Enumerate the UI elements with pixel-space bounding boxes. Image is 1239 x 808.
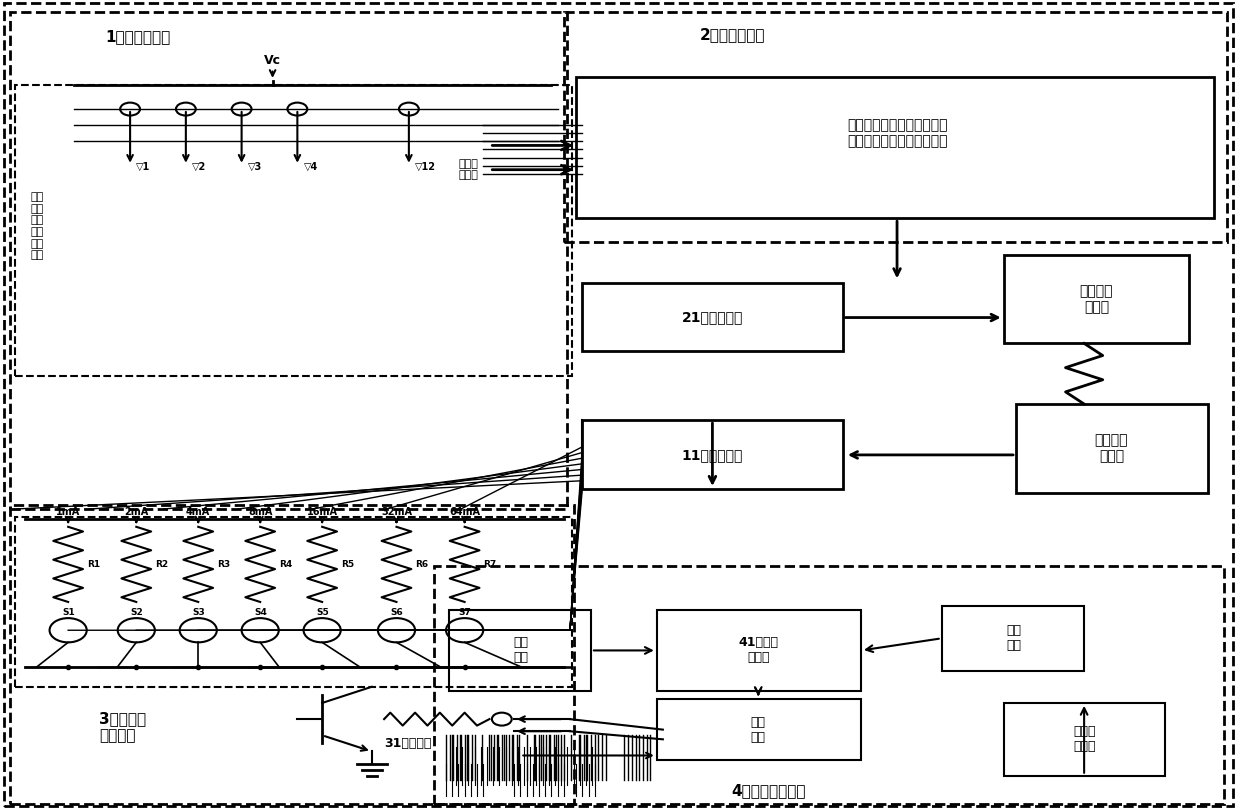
Text: 调制
信号: 调制 信号 bbox=[751, 716, 766, 743]
Text: S5: S5 bbox=[316, 608, 328, 617]
Bar bbox=[576, 77, 1214, 218]
Text: 1mA: 1mA bbox=[56, 507, 81, 517]
Text: 3电流权值
设定模块: 3电流权值 设定模块 bbox=[99, 711, 146, 743]
Text: S1: S1 bbox=[62, 608, 74, 617]
Text: S2: S2 bbox=[130, 608, 142, 617]
Bar bbox=[582, 283, 843, 351]
Text: Vc: Vc bbox=[264, 54, 281, 67]
Bar bbox=[657, 610, 861, 691]
Text: 2mA: 2mA bbox=[124, 507, 149, 517]
Text: 1红外发射模块: 1红外发射模块 bbox=[105, 29, 171, 44]
Text: 无线电接
收模块: 无线电接 收模块 bbox=[1094, 433, 1129, 464]
Text: R1: R1 bbox=[87, 560, 100, 569]
Text: R3: R3 bbox=[217, 560, 230, 569]
Text: S3: S3 bbox=[192, 608, 204, 617]
Bar bbox=[582, 420, 843, 489]
Text: ▽4: ▽4 bbox=[304, 162, 318, 171]
Text: 红外发
射管组: 红外发 射管组 bbox=[458, 159, 478, 180]
Text: 2红外接收模块: 2红外接收模块 bbox=[700, 27, 766, 42]
Text: 数字码
发生器: 数字码 发生器 bbox=[1073, 726, 1095, 753]
Text: ▽12: ▽12 bbox=[415, 162, 436, 171]
Bar bbox=[1004, 255, 1189, 343]
Bar bbox=[15, 85, 572, 376]
Text: 4方向码设定模块: 4方向码设定模块 bbox=[731, 783, 805, 798]
Text: 32mA: 32mA bbox=[380, 507, 413, 517]
Text: ▽1: ▽1 bbox=[136, 162, 151, 171]
Text: 4mA: 4mA bbox=[186, 507, 211, 517]
Text: R5: R5 bbox=[341, 560, 354, 569]
Bar bbox=[942, 606, 1084, 671]
Text: ▽3: ▽3 bbox=[248, 162, 263, 171]
Bar bbox=[10, 12, 567, 509]
Text: 8mA: 8mA bbox=[248, 507, 273, 517]
Text: 非均匀红外接收环（接收头
信号线与第二控制器连接）: 非均匀红外接收环（接收头 信号线与第二控制器连接） bbox=[846, 118, 948, 149]
Text: 41信号调
制模块: 41信号调 制模块 bbox=[738, 637, 778, 664]
Text: 21第二控制器: 21第二控制器 bbox=[681, 310, 743, 325]
Text: S7: S7 bbox=[458, 608, 471, 617]
Text: S4: S4 bbox=[254, 608, 266, 617]
Text: 11第一控制器: 11第一控制器 bbox=[681, 448, 743, 462]
Bar bbox=[15, 517, 572, 687]
Bar bbox=[10, 505, 574, 804]
Bar bbox=[1016, 404, 1208, 493]
Bar bbox=[434, 566, 1224, 804]
Text: R6: R6 bbox=[415, 560, 429, 569]
Text: 31调制信号: 31调制信号 bbox=[384, 737, 431, 750]
Bar bbox=[1004, 703, 1165, 776]
Text: S6: S6 bbox=[390, 608, 403, 617]
Text: 基带
信号: 基带 信号 bbox=[1006, 625, 1021, 652]
Text: ▽2: ▽2 bbox=[192, 162, 207, 171]
Text: 载波
信号: 载波 信号 bbox=[513, 637, 528, 664]
Text: 无线电发
射模块: 无线电发 射模块 bbox=[1079, 284, 1114, 314]
Text: 16mA: 16mA bbox=[306, 507, 338, 517]
Bar bbox=[657, 699, 861, 760]
Bar bbox=[449, 610, 591, 691]
Text: 64mA: 64mA bbox=[449, 507, 481, 517]
Text: R4: R4 bbox=[279, 560, 292, 569]
Text: R2: R2 bbox=[155, 560, 169, 569]
Text: R7: R7 bbox=[483, 560, 497, 569]
Text: 发射
环红
外发
射管
支路
结构: 发射 环红 外发 射管 支路 结构 bbox=[31, 192, 43, 260]
Bar bbox=[564, 12, 1227, 242]
